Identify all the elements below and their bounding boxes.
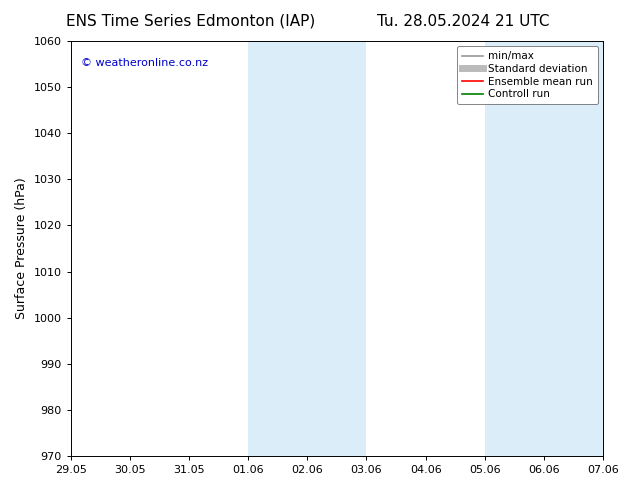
Y-axis label: Surface Pressure (hPa): Surface Pressure (hPa) <box>15 178 28 319</box>
Text: © weatheronline.co.nz: © weatheronline.co.nz <box>81 58 209 68</box>
Text: ENS Time Series Edmonton (IAP): ENS Time Series Edmonton (IAP) <box>65 14 315 29</box>
Bar <box>248 41 366 456</box>
Bar <box>485 41 603 456</box>
Legend: min/max, Standard deviation, Ensemble mean run, Controll run: min/max, Standard deviation, Ensemble me… <box>456 46 598 104</box>
Text: Tu. 28.05.2024 21 UTC: Tu. 28.05.2024 21 UTC <box>377 14 549 29</box>
